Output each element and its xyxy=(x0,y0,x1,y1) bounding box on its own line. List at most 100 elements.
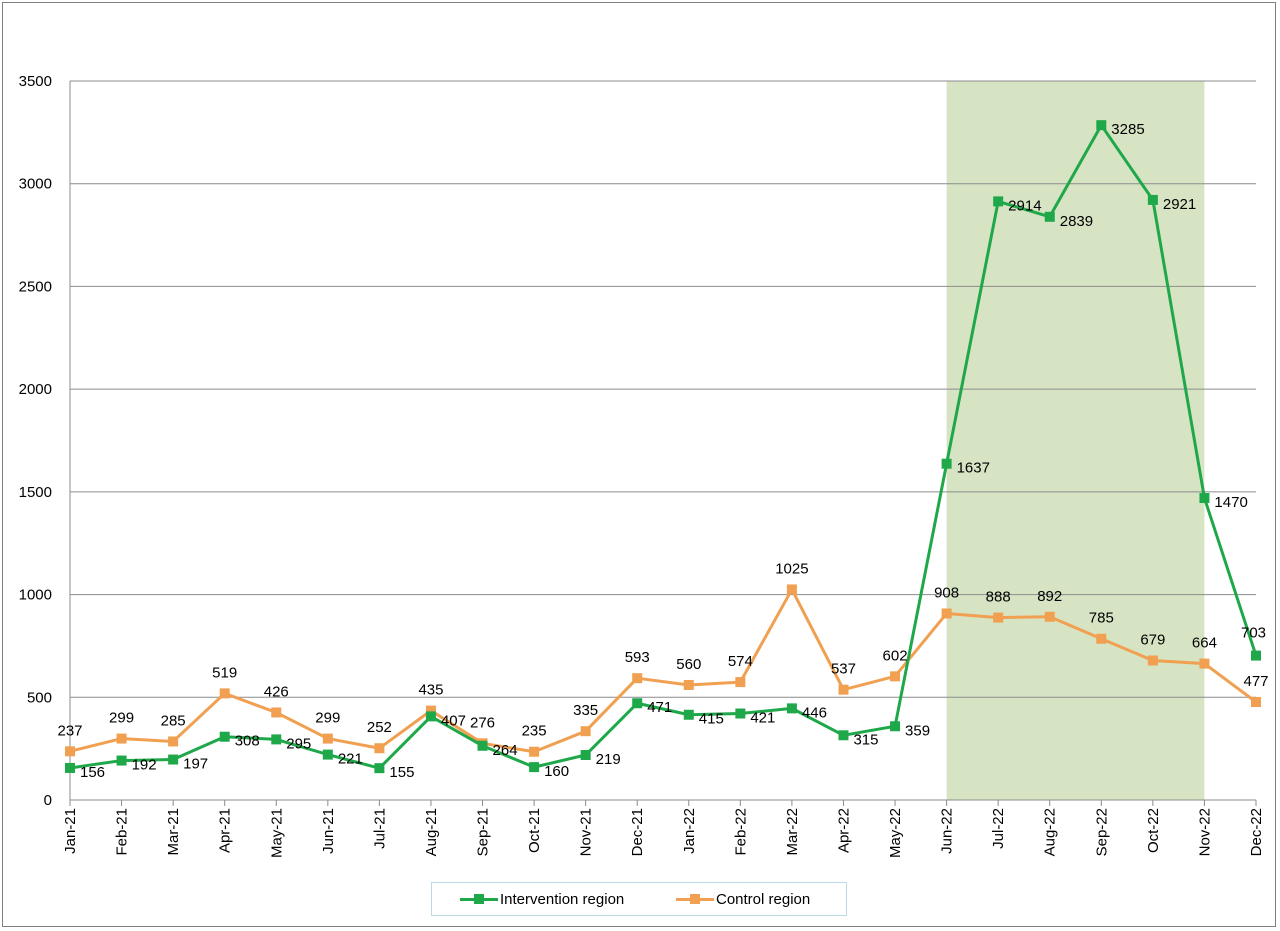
intervention-data-label: 219 xyxy=(596,751,621,768)
intervention-point xyxy=(1147,194,1158,205)
y-tick-label: 3000 xyxy=(19,176,52,193)
intervention-data-label: 192 xyxy=(132,757,157,774)
y-tick-label: 0 xyxy=(44,792,52,809)
x-tick-label: May-22 xyxy=(887,808,904,858)
axes xyxy=(69,81,1257,806)
x-tick-label: Sep-22 xyxy=(1093,808,1110,856)
intervention-data-label: 359 xyxy=(905,722,930,739)
intervention-data-label: 3285 xyxy=(1111,121,1144,138)
control-data-label: 892 xyxy=(1037,588,1062,605)
control-data-label: 679 xyxy=(1140,632,1165,649)
intervention-point xyxy=(168,754,179,765)
control-point xyxy=(168,736,179,747)
intervention-point xyxy=(271,734,282,745)
control-point xyxy=(529,746,540,757)
control-point xyxy=(322,733,333,744)
x-tick-label: Dec-21 xyxy=(629,808,646,856)
intervention-point xyxy=(735,708,746,719)
intervention-data-label: 415 xyxy=(699,711,724,728)
highlight-band xyxy=(946,81,1205,800)
control-data-label: 785 xyxy=(1089,610,1114,627)
intervention-point xyxy=(580,750,591,761)
control-point xyxy=(786,584,797,595)
control-data-label: 285 xyxy=(161,712,186,729)
intervention-point xyxy=(425,711,436,722)
control-point xyxy=(632,673,643,684)
control-point xyxy=(1251,697,1261,708)
x-tick-label: Nov-21 xyxy=(578,808,595,856)
y-tick-label: 2000 xyxy=(19,381,52,398)
intervention-data-label: 308 xyxy=(235,733,260,750)
intervention-point xyxy=(116,755,127,766)
intervention-data-label: 264 xyxy=(493,742,518,759)
intervention-data-label: 2921 xyxy=(1163,196,1196,213)
x-tick-label: Oct-22 xyxy=(1145,808,1162,853)
control-data-label: 888 xyxy=(986,589,1011,606)
intervention-point xyxy=(632,698,643,709)
intervention-point xyxy=(941,458,952,469)
control-series-line xyxy=(69,587,1257,754)
highlight-band-layer xyxy=(946,81,1205,800)
control-point xyxy=(65,746,75,757)
control-data-label: 299 xyxy=(315,710,340,727)
x-tick-label: Apr-21 xyxy=(217,808,234,853)
x-tick-label: Sep-21 xyxy=(475,808,492,856)
intervention-point xyxy=(890,721,901,732)
control-point xyxy=(580,726,591,737)
intervention-data-label: 156 xyxy=(80,764,105,781)
intervention-data-label: 1470 xyxy=(1214,494,1247,511)
intervention-point xyxy=(993,196,1004,207)
intervention-data-label: 471 xyxy=(647,699,672,716)
intervention-data-label: 2914 xyxy=(1008,197,1041,214)
control-data-label: 560 xyxy=(676,656,701,673)
control-point xyxy=(890,671,901,682)
control-data-label: 435 xyxy=(418,682,443,699)
intervention-data-label: 197 xyxy=(183,756,208,773)
data-labels: 237 299 285 519 426 299 252 435 276 235 335 593 560 5… xyxy=(57,121,1268,781)
gridlines xyxy=(70,80,1256,698)
x-tick-label: Jun-22 xyxy=(939,808,956,854)
control-data-label: 237 xyxy=(57,722,82,739)
intervention-data-label: 295 xyxy=(286,735,311,752)
control-data-label: 593 xyxy=(625,649,650,666)
control-point xyxy=(219,688,230,699)
x-tick-label: Jan-22 xyxy=(681,808,698,854)
intervention-data-label: 315 xyxy=(853,731,878,748)
control-data-label: 477 xyxy=(1243,673,1268,690)
control-point xyxy=(374,743,385,754)
intervention-point xyxy=(786,703,797,714)
y-tick-label: 1500 xyxy=(19,484,52,501)
x-tick-label: Oct-21 xyxy=(526,808,543,853)
control-point xyxy=(1199,658,1210,669)
control-data-label: 574 xyxy=(728,653,753,670)
intervention-data-label: 2839 xyxy=(1060,213,1093,230)
intervention-data-label: 421 xyxy=(750,710,775,727)
x-tick-label: Aug-22 xyxy=(1042,808,1059,856)
x-tick-label: May-21 xyxy=(268,808,285,858)
legend-label-control: Control region xyxy=(716,890,811,908)
control-point xyxy=(735,677,746,688)
control-point xyxy=(1147,655,1158,666)
x-tick-label: Mar-21 xyxy=(165,808,182,856)
intervention-point xyxy=(65,762,75,773)
intervention-point xyxy=(1199,493,1210,504)
legend-swatch-intervention xyxy=(460,883,498,915)
intervention-point xyxy=(477,740,488,751)
intervention-point xyxy=(683,709,694,720)
x-tick-label: Feb-21 xyxy=(114,808,131,856)
intervention-data-label: 221 xyxy=(338,751,363,768)
control-point xyxy=(941,608,952,619)
intervention-data-label: 446 xyxy=(802,704,827,721)
intervention-data-label: 1637 xyxy=(957,460,990,477)
control-data-label: 252 xyxy=(367,719,392,736)
control-point xyxy=(1096,633,1107,644)
x-tick-label: Nov-22 xyxy=(1196,808,1213,856)
x-tick-label: Mar-22 xyxy=(784,808,801,856)
y-tick-label: 3500 xyxy=(19,73,52,90)
intervention-series-line xyxy=(69,123,1258,770)
x-tick-label: Jan-21 xyxy=(62,808,79,854)
control-data-label: 1025 xyxy=(775,560,808,577)
x-tick-label: Aug-21 xyxy=(423,808,440,856)
legend-label-intervention: Intervention region xyxy=(500,890,625,908)
